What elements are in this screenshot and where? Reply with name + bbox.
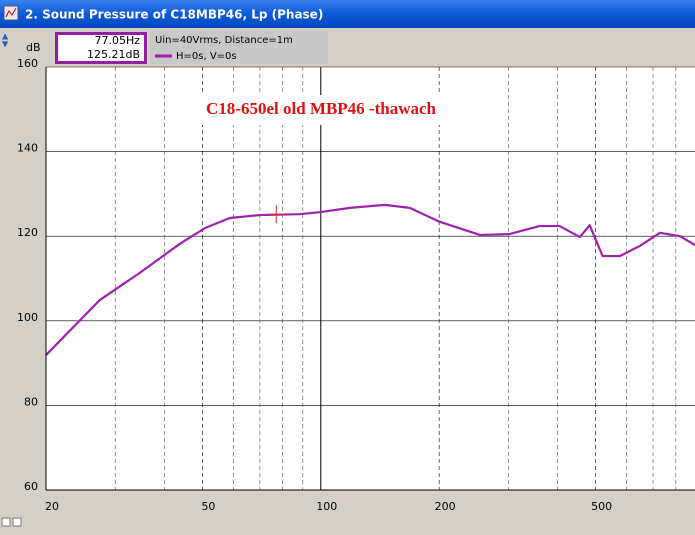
cursor-x-readout: 77.05Hz: [94, 34, 140, 47]
legend-header: Uin=40Vrms, Distance=1m: [155, 35, 293, 46]
x-tick-label: 500: [591, 500, 612, 513]
x-tick-label: 20: [45, 500, 59, 513]
window-icon-graph: [5, 7, 17, 18]
x-tick-label: 50: [201, 500, 215, 513]
series-line: [45, 203, 695, 356]
legend-box: [150, 31, 328, 64]
y-unit: dB: [26, 41, 41, 54]
status-bar: [0, 516, 695, 535]
annotation: C18-650el old MBP46 -thawach: [206, 99, 437, 118]
y-tick-label: 80: [24, 395, 38, 408]
scroll-up[interactable]: ▲: [2, 32, 9, 41]
cursor-cross: [267, 205, 286, 224]
annotation-box: [176, 95, 466, 125]
x-tick-label: 100: [316, 500, 337, 513]
y-tick-label: 100: [17, 311, 38, 324]
scroll-down[interactable]: ▼: [2, 40, 9, 49]
y-tick-label: 60: [24, 480, 38, 493]
cursor-readout-box: [55, 32, 147, 64]
status-icon[interactable]: [1, 517, 11, 527]
y-tick-label: 140: [17, 142, 38, 155]
legend-label: H=0s, V=0s: [176, 51, 237, 62]
plot: 60 80 100 120 140 160 20 50 100 200 500: [17, 57, 695, 513]
cursor-y-readout: 125.21dB: [87, 48, 140, 61]
x-tick-label: 200: [435, 500, 456, 513]
status-icon[interactable]: [12, 517, 22, 527]
title-bar: [0, 0, 695, 28]
plot-area: [46, 67, 695, 490]
window-title: 2. Sound Pressure of C18MBP46, Lp (Phase…: [25, 8, 323, 22]
y-tick-label: 120: [17, 226, 38, 239]
y-tick-label: 160: [17, 57, 38, 70]
